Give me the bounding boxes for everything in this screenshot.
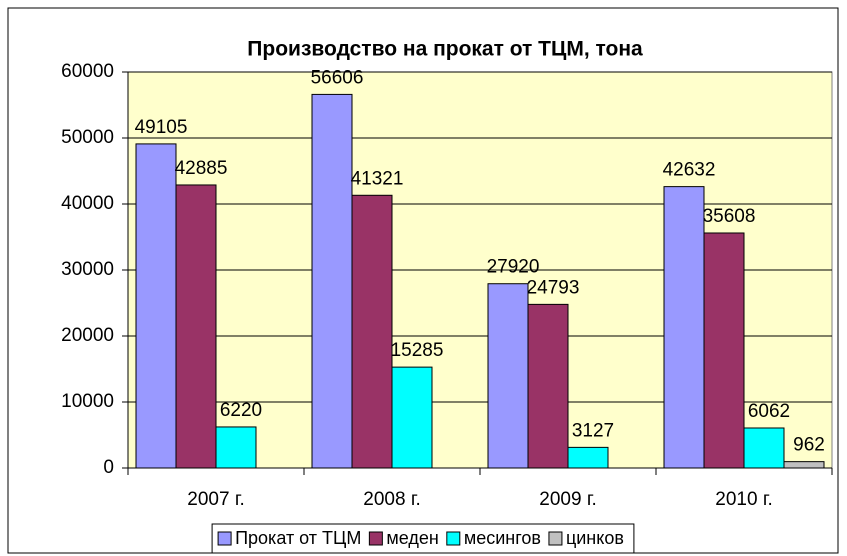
bar — [391, 366, 433, 469]
legend-swatch — [368, 531, 383, 546]
legend-box — [211, 523, 635, 554]
y-tick-label: 40000 — [61, 193, 114, 214]
legend-swatch — [548, 531, 563, 546]
bar — [527, 303, 569, 469]
data-label: 49105 — [135, 117, 188, 138]
bar — [215, 426, 257, 469]
legend-label: цинков — [566, 528, 624, 548]
data-label: 35608 — [703, 206, 756, 227]
x-tick-label: 2008 г. — [363, 489, 420, 510]
chart-title: Производство на прокат от ТЦМ, тона — [247, 38, 643, 61]
legend-swatch — [446, 531, 461, 546]
bar — [663, 186, 705, 469]
bar — [175, 184, 217, 469]
data-label: 41321 — [351, 168, 404, 189]
bar — [783, 461, 825, 469]
bar — [351, 194, 393, 469]
bar — [135, 143, 177, 469]
y-tick-label: 50000 — [61, 127, 114, 148]
x-tick-label: 2007 г. — [187, 489, 244, 510]
y-tick-label: 20000 — [61, 325, 114, 346]
x-tick-label: 2010 г. — [715, 489, 772, 510]
y-tick-label: 60000 — [61, 61, 114, 82]
bar — [487, 283, 529, 469]
legend-label: Прокат от ТЦМ — [235, 528, 361, 548]
y-tick-label: 10000 — [61, 391, 114, 412]
y-tick-label: 0 — [103, 457, 114, 478]
data-label: 56606 — [311, 67, 364, 88]
data-label: 42885 — [175, 158, 228, 179]
data-label: 15285 — [391, 340, 444, 361]
data-label: 27920 — [487, 257, 540, 278]
data-label: 962 — [793, 435, 825, 456]
legend-swatch — [217, 531, 232, 546]
bar — [567, 446, 609, 469]
legend: Прокат от ТЦМ меден месингов цинков — [211, 523, 635, 554]
bar — [703, 232, 745, 469]
y-tick-label: 30000 — [61, 259, 114, 280]
data-label: 24793 — [527, 277, 580, 298]
data-label: 6062 — [748, 401, 790, 422]
legend-label: меден — [386, 528, 438, 548]
data-label: 3127 — [572, 420, 614, 441]
data-label: 42632 — [663, 160, 716, 181]
bar — [743, 427, 785, 469]
data-label: 6220 — [220, 400, 262, 421]
x-tick-label: 2009 г. — [539, 489, 596, 510]
bar — [311, 93, 353, 469]
legend-label: месингов — [464, 528, 541, 548]
